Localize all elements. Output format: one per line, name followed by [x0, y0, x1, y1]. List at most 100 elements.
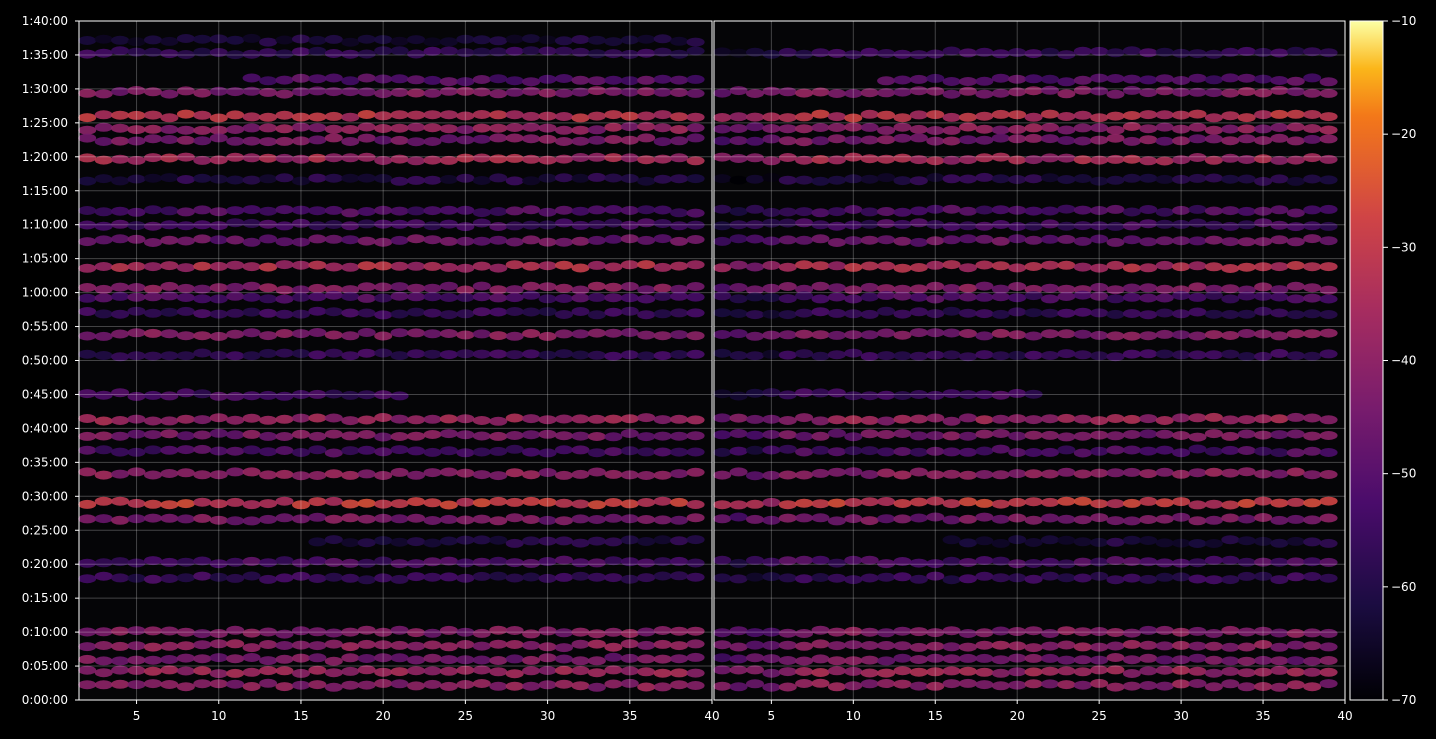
heat-cell [1041, 283, 1059, 293]
heat-cell [1303, 498, 1322, 508]
heat-cell [1286, 176, 1305, 186]
heat-cell [456, 173, 475, 183]
heat-cell [778, 500, 797, 510]
heat-cell [1204, 629, 1223, 638]
heat-cell [242, 556, 261, 566]
heat-cell [909, 237, 928, 247]
heat-cell [407, 497, 426, 507]
heat-cell [423, 666, 442, 676]
heat-cell [374, 348, 393, 358]
heat-cell [193, 173, 212, 183]
heat-cell [877, 679, 896, 688]
heat-cell [604, 205, 623, 214]
heat-cell [423, 308, 442, 318]
heat-cell [374, 413, 393, 422]
heat-cell [1303, 682, 1322, 692]
heat-cell [472, 134, 491, 144]
heat-cell [991, 668, 1010, 678]
heat-cell [374, 471, 393, 480]
heat-cell [160, 655, 179, 664]
heat-cell [1303, 174, 1322, 184]
heat-cell [942, 447, 961, 457]
heat-cell [78, 293, 97, 303]
heat-cell [1090, 113, 1109, 123]
heat-cell [1106, 204, 1125, 214]
heat-cell [653, 34, 672, 44]
heat-cell [324, 469, 343, 479]
heat-cell [275, 124, 294, 134]
heat-cell [942, 654, 961, 664]
heat-cell [555, 88, 573, 98]
heat-cell [1155, 74, 1174, 84]
heat-cell [1270, 682, 1289, 692]
heat-cell [423, 261, 442, 271]
heat-cell [423, 88, 442, 98]
heat-cell [893, 429, 912, 438]
heat-cell [407, 328, 426, 338]
heat-cell [713, 665, 732, 675]
heat-cell [811, 307, 830, 317]
heat-cell [308, 206, 327, 216]
heat-cell [127, 514, 146, 524]
heat-cell [407, 175, 426, 185]
heat-cell [620, 293, 639, 303]
heat-cell [456, 222, 475, 232]
heat-cell [357, 261, 376, 271]
heat-cell [1041, 294, 1059, 304]
heat-cell [456, 573, 475, 583]
heat-cell [176, 653, 195, 663]
heat-cell [423, 557, 442, 567]
heat-cell [160, 291, 179, 301]
heat-cell [975, 470, 994, 479]
heat-cell [653, 626, 672, 635]
heat-cell [1319, 154, 1338, 164]
heat-cell [1041, 219, 1059, 229]
heat-cell [1008, 205, 1027, 215]
heat-cell [505, 153, 524, 163]
heat-cell [555, 445, 573, 455]
heat-cell [555, 137, 573, 146]
heat-cell [686, 260, 705, 270]
heat-cell [860, 497, 879, 507]
heat-cell [909, 513, 928, 523]
heat-cell [209, 331, 228, 341]
heat-cell [670, 469, 689, 479]
heat-cell [505, 669, 524, 679]
heat-cell [909, 328, 928, 338]
heat-cell [827, 330, 846, 340]
heat-cell [1024, 515, 1043, 525]
heat-cell [176, 499, 195, 509]
heat-cell [538, 282, 557, 292]
heat-cell [489, 639, 508, 649]
heat-cell [1122, 283, 1141, 293]
heat-cell [1286, 136, 1305, 146]
heat-cell [1286, 329, 1305, 339]
heat-cell [407, 666, 426, 676]
heat-cell [959, 112, 977, 122]
heat-cell [538, 680, 557, 690]
heat-cell [909, 284, 928, 294]
heat-cell [1172, 262, 1191, 272]
heat-cell [160, 329, 179, 339]
heat-cell [292, 626, 310, 636]
heat-cell [877, 235, 896, 245]
heat-cell [1073, 667, 1092, 677]
heat-cell [811, 234, 830, 244]
heat-cell [637, 351, 656, 361]
heat-cell [1319, 448, 1338, 457]
heat-cell [1303, 234, 1322, 244]
heat-cell [893, 626, 912, 636]
heat-cell [439, 262, 458, 272]
heat-cell [439, 205, 458, 215]
heat-cell [78, 36, 97, 45]
heat-cell [877, 351, 896, 361]
heat-cell [538, 307, 557, 317]
heat-cell [308, 86, 327, 96]
heat-cell [1090, 263, 1109, 273]
heat-cell [390, 219, 409, 229]
heat-cell [1319, 573, 1338, 583]
heat-cell [686, 331, 705, 341]
heat-cell [423, 468, 442, 478]
heat-cell [456, 497, 475, 507]
x-tick-label: 40 [1337, 709, 1352, 723]
